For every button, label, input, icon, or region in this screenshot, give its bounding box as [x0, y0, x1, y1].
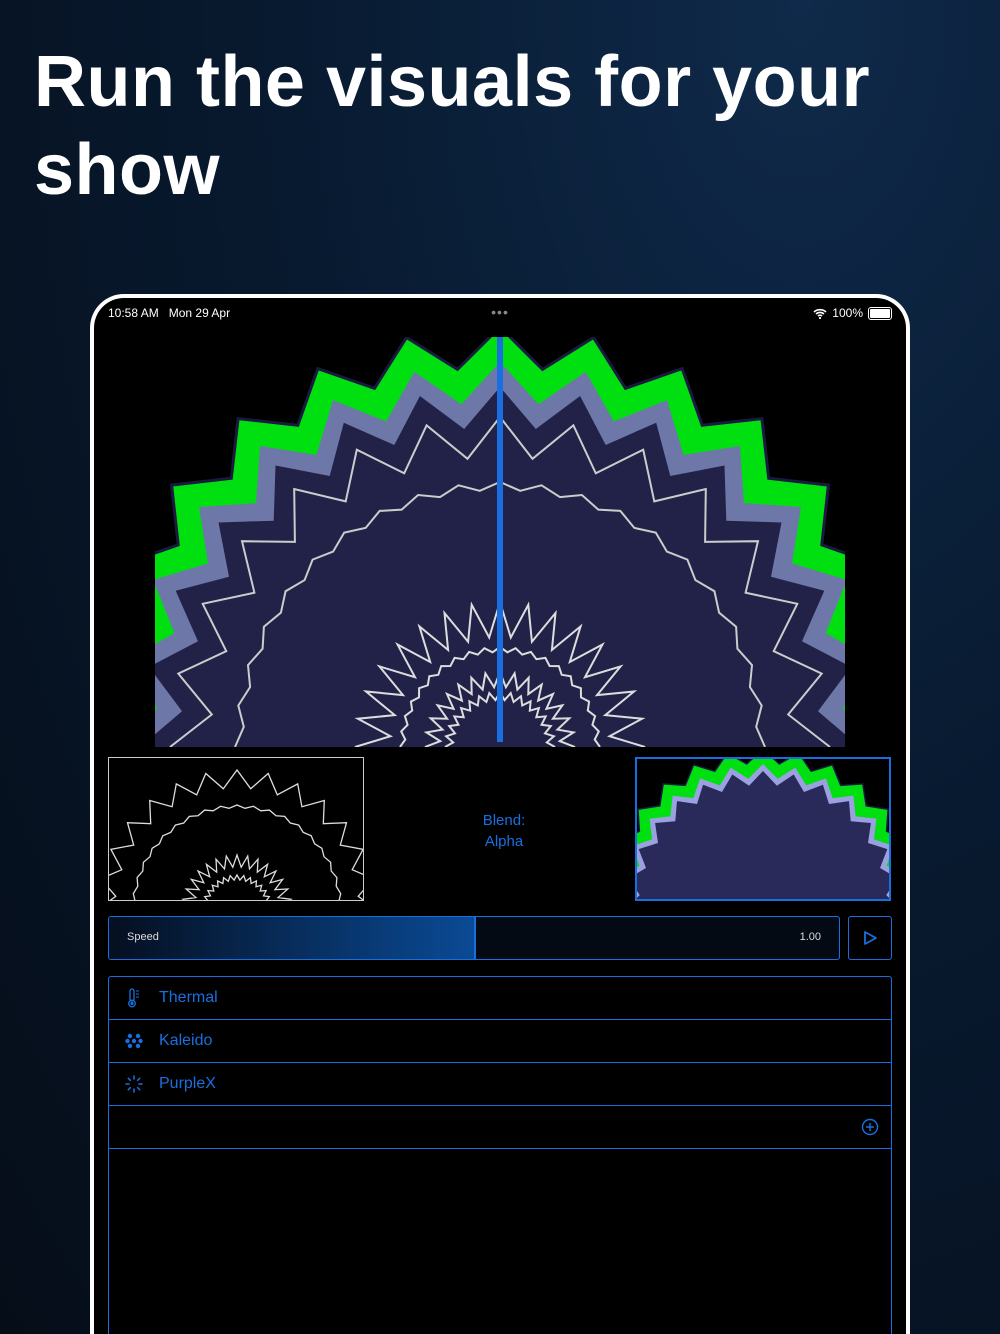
play-button[interactable]: [848, 916, 892, 960]
thumb-b-navy-fill: [637, 771, 889, 899]
thumb-a-inner-star: [181, 853, 293, 900]
plus-circle-icon[interactable]: [861, 1118, 879, 1136]
spinner-icon: [125, 1075, 143, 1093]
blend-label: Blend:: [482, 812, 526, 829]
visual-name: PurpleX: [159, 1075, 216, 1092]
visual-name: Kaleido: [159, 1032, 213, 1049]
blend-mode[interactable]: Blend: Alpha: [414, 810, 594, 852]
speed-slider[interactable]: Speed 1.00: [108, 916, 840, 960]
thermometer-icon: [128, 988, 139, 1008]
thumb-a-core: [203, 873, 271, 900]
status-date: Mon 29 Apr: [168, 306, 231, 320]
list-item-thermal[interactable]: Thermal: [109, 977, 891, 1020]
list-item-kaleido[interactable]: Kaleido: [109, 1020, 891, 1063]
ipad-frame: 10:58 AM Mon 29 Apr 100% ••• Blend: Alph…: [90, 294, 910, 1334]
thumb-a-arc: [132, 804, 342, 900]
blend-value: Alpha: [484, 833, 524, 850]
add-visual-row: [109, 1106, 891, 1149]
speed-value: 1.00: [799, 931, 821, 943]
speed-label: Speed: [127, 931, 159, 943]
main-visual-preview[interactable]: [155, 337, 845, 747]
visual-name: Thermal: [159, 989, 218, 1006]
play-icon: [864, 931, 877, 945]
crossfade-indicator[interactable]: [497, 337, 503, 742]
visuals-list: Thermal Kaleido PurpleX: [108, 976, 892, 1334]
wifi-icon: [813, 308, 827, 319]
status-bar: 10:58 AM Mon 29 Apr 100%: [108, 306, 892, 322]
list-item-purplex[interactable]: PurpleX: [109, 1063, 891, 1106]
deck-b-thumbnail[interactable]: [635, 757, 891, 901]
multitasking-dots[interactable]: •••: [491, 304, 509, 320]
dots-cluster-icon: [125, 1033, 143, 1049]
battery-percent: 100%: [832, 306, 863, 320]
deck-a-thumbnail[interactable]: [108, 757, 364, 901]
speed-slider-fill: [109, 917, 476, 959]
status-time: 10:58 AM: [108, 306, 159, 320]
headline: Run the visuals for your show: [34, 42, 871, 210]
thumb-a-outer-zigzag: [109, 768, 363, 900]
battery-icon: [868, 306, 892, 320]
